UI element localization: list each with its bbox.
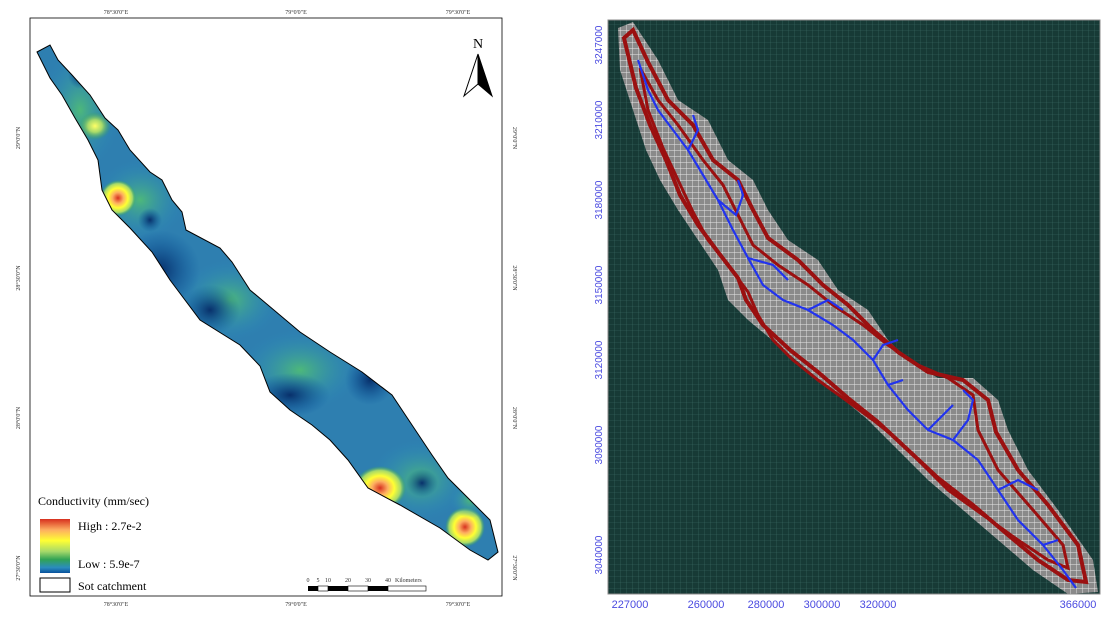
scale-tick-40: 40 [385,578,391,584]
y-label-3: 3180000 [594,180,605,219]
model-grid-map: 3247000 3210000 3180000 3150000 3120000 … [578,0,1105,615]
north-arrow-icon: N [462,37,494,98]
left-tick-2: 28°30'0"N [15,265,22,291]
north-label: N [473,37,483,52]
scale-tick-5: 5 [317,578,320,584]
legend-low: Low : 5.9e-7 [78,557,140,571]
y-label-7: 3040000 [594,535,605,574]
y-label-2: 3210000 [594,100,605,139]
right-tick-2: 28°30'0"N [511,265,518,291]
bottom-tick-1: 78°30'0"E [104,601,129,608]
legend-high: High : 2.7e-2 [78,519,142,533]
left-tick-1: 29°0'0"N [15,126,22,149]
legend-catchment-swatch [39,577,71,593]
bottom-tick-2: 79°0'0"E [285,601,307,608]
scale-tick-0: 0 [307,578,310,584]
legend-color-ramp [40,519,70,573]
top-tick-2: 79°0'0"E [285,9,307,16]
right-tick-3: 28°0'0"N [511,407,518,430]
left-tick-4: 27°30'0"N [15,555,22,581]
y-label-6: 3090000 [594,425,605,464]
y-label-1: 3247000 [594,25,605,64]
x-label-6: 366000 [1060,599,1097,611]
scale-tick-10: 10 [325,578,331,584]
active-cells [618,22,1098,594]
bottom-tick-3: 79°30'0"E [446,601,471,608]
scale-bar: 0 5 10 20 30 40 Kilometers [307,578,427,592]
right-tick-4: 27°30'0"N [511,555,518,581]
legend-catchment: Sot catchment [78,579,147,593]
legend: Conductivity (mm/sec) High : 2.7e-2 Low … [38,494,149,593]
x-label-5: 320000 [860,599,897,611]
x-label-4: 300000 [804,599,841,611]
x-label-3: 280000 [748,599,785,611]
scale-tick-30: 30 [365,578,371,584]
right-tick-1: 29°0'0"N [511,127,518,150]
top-tick-3: 79°30'0"E [446,9,471,16]
stream-network [636,59,1077,589]
left-tick-3: 28°0'0"N [15,406,22,429]
top-tick-1: 78°30'0"E [104,9,129,16]
y-label-4: 3150000 [594,265,605,304]
x-label-2: 260000 [688,599,725,611]
model-grid-svg: 3247000 3210000 3180000 3150000 3120000 … [578,0,1105,615]
scale-unit: Kilometers [395,578,422,584]
x-label-1: 227000 [612,599,649,611]
legend-title: Conductivity (mm/sec) [38,494,149,508]
y-label-5: 3120000 [594,340,605,379]
scale-tick-20: 20 [345,578,351,584]
catchment-boundary [36,44,499,561]
conductivity-map: 78°30'0"E 79°0'0"E 79°30'0"E 78°30'0"E 7… [0,0,520,615]
conductivity-map-svg: 78°30'0"E 79°0'0"E 79°30'0"E 78°30'0"E 7… [15,9,518,608]
